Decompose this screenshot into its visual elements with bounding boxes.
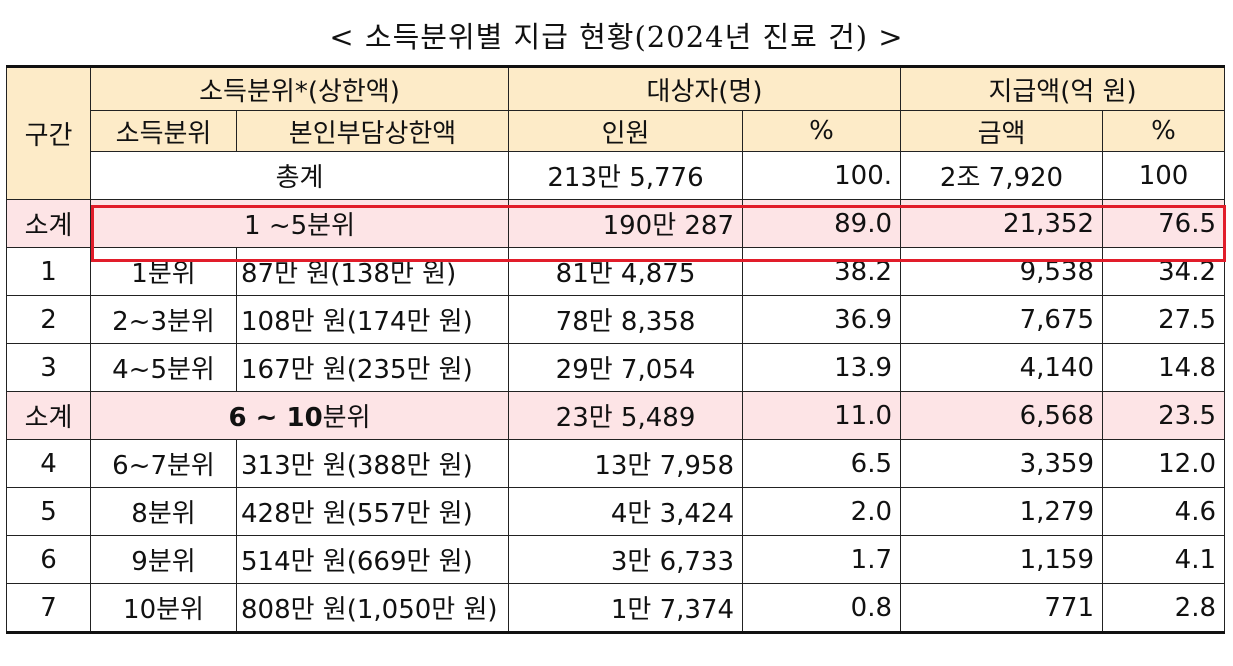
- row-people-pct: 2.0: [742, 487, 902, 536]
- total-people: 213만 5,776: [508, 151, 744, 200]
- table-row: 3 4~5분위 167만 원(235만 원) 29만 7,054 13.9 4,…: [6, 343, 1226, 392]
- row-people-pct: 0.8: [742, 583, 902, 634]
- row-cap: 514만 원(669만 원): [235, 535, 510, 584]
- header-people-pct: %: [742, 110, 902, 152]
- row-level: 4~5분위: [90, 343, 237, 392]
- row-section: 6: [6, 535, 91, 584]
- subtotal-section: 소계: [6, 391, 91, 440]
- row-level: 2~3분위: [90, 295, 237, 344]
- row-amount: 9,538: [900, 247, 1104, 296]
- row-people-pct: 6.5: [742, 439, 902, 488]
- row-people: 3만 6,733: [508, 535, 744, 584]
- row-amount-pct: 4.1: [1102, 535, 1226, 584]
- header-payment: 지급액(억 원): [900, 65, 1226, 111]
- row-section: 2: [6, 295, 91, 344]
- row-amount-pct: 2.8: [1102, 583, 1226, 634]
- subtotal-label: 1 ~5분위: [89, 199, 510, 248]
- row-people: 81만 4,875: [508, 247, 744, 296]
- row-amount-pct: 27.5: [1102, 295, 1226, 344]
- row-level: 9분위: [90, 535, 237, 584]
- row-amount: 1,159: [900, 535, 1104, 584]
- row-section: 5: [6, 487, 91, 536]
- total-label: 총계: [89, 151, 510, 200]
- row-section: 7: [6, 583, 91, 634]
- row-level: 10분위: [90, 583, 237, 634]
- row-people-pct: 13.9: [742, 343, 902, 392]
- row-people: 29만 7,054: [508, 343, 744, 392]
- row-cap: 428만 원(557만 원): [235, 487, 510, 536]
- table-row: 6 9분위 514만 원(669만 원) 3만 6,733 1.7 1,159 …: [6, 535, 1226, 584]
- row-amount: 4,140: [900, 343, 1104, 392]
- row-amount: 7,675: [900, 295, 1104, 344]
- row-level: 6~7분위: [90, 439, 237, 488]
- header-income-level: 소득분위: [90, 110, 237, 152]
- row-people: 13만 7,958: [508, 439, 744, 488]
- row-level: 1분위: [90, 247, 237, 296]
- table-row: 2 2~3분위 108만 원(174만 원) 78만 8,358 36.9 7,…: [6, 295, 1226, 344]
- row-level: 8분위: [90, 487, 237, 536]
- row-amount: 3,359: [900, 439, 1104, 488]
- table-row: 4 6~7분위 313만 원(388만 원) 13만 7,958 6.5 3,3…: [6, 439, 1226, 488]
- header-recipients: 대상자(명): [508, 65, 902, 111]
- row-people-pct: 1.7: [742, 535, 902, 584]
- header-people: 인원: [508, 110, 744, 152]
- subtotal-amount: 6,568: [900, 391, 1104, 440]
- subtotal-people-pct: 11.0: [742, 391, 902, 440]
- row-people-pct: 38.2: [742, 247, 902, 296]
- row-cap: 87만 원(138만 원): [235, 247, 510, 296]
- table-row: 7 10분위 808만 원(1,050만 원) 1만 7,374 0.8 771…: [6, 583, 1226, 634]
- total-people-pct: 100.: [742, 151, 902, 200]
- subtotal-people: 23만 5,489: [508, 391, 744, 440]
- row-cap: 808만 원(1,050만 원): [235, 583, 510, 634]
- row-people: 4만 3,424: [508, 487, 744, 536]
- subtotal-label-num: 6 ~ 10: [228, 403, 323, 433]
- row-people-pct: 36.9: [742, 295, 902, 344]
- row-amount-pct: 34.2: [1102, 247, 1226, 296]
- row-section: 4: [6, 439, 91, 488]
- subtotal-people: 190만 287: [508, 199, 744, 248]
- total-amount: 2조 7,920: [900, 151, 1104, 200]
- subtotal-label-suffix: 분위: [322, 403, 371, 433]
- table-title: < 소득분위별 지급 현황(2024년 진료 건) >: [329, 20, 904, 54]
- subtotal-people-pct: 89.0: [742, 199, 902, 248]
- subtotal-amount-pct: 23.5: [1102, 391, 1226, 440]
- subtotal-row-2: 소계 6 ~ 10분위 23만 5,489 11.0 6,568 23.5: [6, 391, 1226, 440]
- row-people: 1만 7,374: [508, 583, 744, 634]
- row-cap: 167만 원(235만 원): [235, 343, 510, 392]
- header-income-group: 소득분위*(상한액): [89, 65, 510, 111]
- total-amount-pct: 100: [1102, 151, 1226, 200]
- row-amount: 1,279: [900, 487, 1104, 536]
- header-amount: 금액: [900, 110, 1104, 152]
- row-cap: 108만 원(174만 원): [235, 295, 510, 344]
- header-cap: 본인부담상한액: [235, 110, 510, 152]
- row-section: 3: [6, 343, 91, 392]
- table-row: 1 1분위 87만 원(138만 원) 81만 4,875 38.2 9,538…: [6, 247, 1226, 296]
- row-people: 78만 8,358: [508, 295, 744, 344]
- row-amount-pct: 4.6: [1102, 487, 1226, 536]
- subtotal-amount-pct: 76.5: [1102, 199, 1226, 248]
- row-amount-pct: 14.8: [1102, 343, 1226, 392]
- row-amount-pct: 12.0: [1102, 439, 1226, 488]
- income-level-payment-table: 구간 소득분위*(상한액) 대상자(명) 지급액(억 원) 소득분위 본인부담상…: [6, 65, 1226, 634]
- subtotal-amount: 21,352: [900, 199, 1104, 248]
- subtotal-row-1: 소계 1 ~5분위 190만 287 89.0 21,352 76.5: [6, 199, 1226, 248]
- row-section: 1: [6, 247, 91, 296]
- table-row: 5 8분위 428만 원(557만 원) 4만 3,424 2.0 1,279 …: [6, 487, 1226, 536]
- subtotal-label: 6 ~ 10분위: [89, 391, 510, 440]
- header-section: 구간: [6, 65, 91, 200]
- row-amount: 771: [900, 583, 1104, 634]
- total-row: 총계 213만 5,776 100. 2조 7,920 100: [7, 151, 1226, 200]
- row-cap: 313만 원(388만 원): [235, 439, 510, 488]
- subtotal-section: 소계: [6, 199, 91, 248]
- header-amount-pct: %: [1102, 110, 1226, 152]
